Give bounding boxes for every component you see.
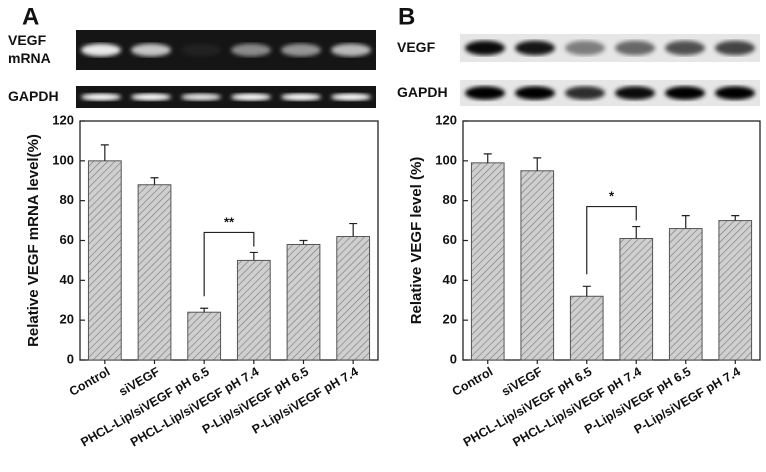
bar [569,295,604,361]
blot-band [465,40,505,56]
blot-band [231,43,271,57]
panel-label: A [22,3,39,30]
blot-image [460,34,760,62]
significance-label: * [609,189,615,204]
error-bar [533,157,542,171]
blot-band [81,43,121,57]
blot-band [565,40,605,56]
bar [286,243,321,361]
bar [137,184,172,361]
bar [520,170,555,361]
blot-image [76,86,376,108]
error-bar [681,215,690,229]
blot-label: VEGF mRNA [8,32,51,66]
y-tick-label: 0 [67,351,74,366]
significance-bracket [586,205,637,275]
bar [718,220,753,361]
error-bar [299,239,308,245]
y-tick-label: 100 [435,152,457,167]
plot-frame [79,120,379,361]
blot-band [515,40,555,56]
bar [87,160,122,361]
blot-band [615,86,655,100]
y-tick-label: 120 [435,112,457,127]
error-bar [349,222,358,237]
blot-label-line: GAPDH [397,84,448,100]
error-bar [632,225,641,239]
blot-band [331,93,371,101]
error-bar [483,153,492,163]
y-tick-label: 20 [60,312,74,327]
panel-label: B [398,3,415,30]
blot-label: GAPDH [8,88,59,104]
blot-band [131,43,171,57]
blot-label-line: VEGF [8,32,47,48]
blot-label: VEGF [397,39,436,55]
bar [619,238,654,361]
significance-bracket [203,231,255,297]
y-axis-label: Relative VEGF mRNA level(%) [25,134,42,347]
error-bar [150,177,159,185]
blot-band [665,86,705,100]
bar [470,162,505,361]
error-bar [582,285,591,297]
y-tick-label: 120 [52,112,74,127]
bar [336,236,371,361]
blot-band [181,43,221,57]
blot-band [281,93,321,101]
bar [668,228,703,361]
y-tick-label: 20 [443,312,457,327]
blot-band [181,93,221,101]
blot-band [565,86,605,100]
blot-band [715,40,755,56]
y-tick-label: 60 [443,232,457,247]
error-bar [100,144,109,161]
error-bar [200,307,209,313]
blot-label-line: GAPDH [8,88,59,104]
y-tick-label: 100 [52,152,74,167]
error-bar [249,251,258,261]
y-tick-label: 40 [443,272,457,287]
bar [236,259,271,361]
y-tick-label: 80 [60,192,74,207]
blot-band [465,86,505,100]
blot-band [231,93,271,101]
blot-image [460,80,760,106]
blot-band [715,86,755,100]
x-tick-label: Control [450,364,495,398]
blot-band [665,40,705,56]
blot-label-line: mRNA [8,50,51,66]
error-bar [731,215,740,221]
blot-band [331,43,371,57]
y-tick-label: 40 [60,272,74,287]
bar [187,311,222,361]
blot-band [81,93,121,101]
blot-band [281,43,321,57]
y-tick-label: 80 [443,192,457,207]
blot-image [76,30,376,70]
x-tick-label: Control [67,364,112,398]
y-axis-label: Relative VEGF level (%) [408,157,425,325]
plot-frame [462,120,761,361]
blot-label: GAPDH [397,84,448,100]
blot-band [515,86,555,100]
y-tick-label: 0 [450,351,457,366]
blot-band [615,40,655,56]
significance-label: ** [224,214,235,229]
blot-band [131,93,171,101]
blot-label-line: VEGF [397,39,436,55]
y-tick-label: 60 [60,232,74,247]
